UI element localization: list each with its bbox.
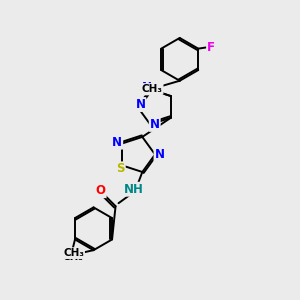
Text: S: S — [116, 162, 125, 176]
Text: N: N — [136, 98, 146, 111]
Text: CH₃: CH₃ — [62, 252, 83, 262]
Text: F: F — [207, 41, 215, 54]
Text: O: O — [96, 184, 106, 197]
Text: N: N — [142, 81, 152, 94]
Text: N: N — [150, 118, 160, 131]
Text: NH: NH — [124, 183, 143, 196]
Text: CH₃: CH₃ — [63, 248, 84, 258]
Text: N: N — [112, 136, 122, 148]
Text: CH₃: CH₃ — [142, 84, 163, 94]
Text: N: N — [154, 148, 164, 161]
